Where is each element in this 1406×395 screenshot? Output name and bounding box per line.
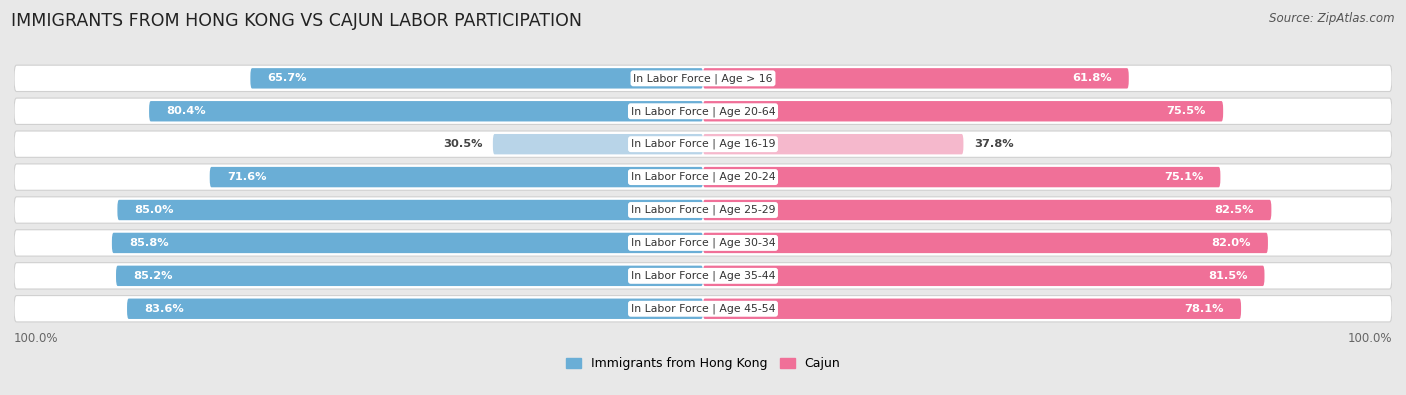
FancyBboxPatch shape (703, 134, 963, 154)
FancyBboxPatch shape (494, 134, 703, 154)
Text: In Labor Force | Age 30-34: In Labor Force | Age 30-34 (631, 238, 775, 248)
Text: 81.5%: 81.5% (1208, 271, 1247, 281)
Text: 75.1%: 75.1% (1164, 172, 1204, 182)
FancyBboxPatch shape (703, 200, 1271, 220)
Text: In Labor Force | Age 25-29: In Labor Force | Age 25-29 (631, 205, 775, 215)
Text: 71.6%: 71.6% (226, 172, 267, 182)
FancyBboxPatch shape (703, 167, 1220, 187)
FancyBboxPatch shape (127, 299, 703, 319)
FancyBboxPatch shape (14, 230, 1392, 256)
Text: 80.4%: 80.4% (166, 106, 205, 116)
FancyBboxPatch shape (117, 265, 703, 286)
FancyBboxPatch shape (14, 263, 1392, 289)
FancyBboxPatch shape (703, 68, 1129, 88)
FancyBboxPatch shape (112, 233, 703, 253)
Text: 37.8%: 37.8% (974, 139, 1014, 149)
Text: In Labor Force | Age > 16: In Labor Force | Age > 16 (633, 73, 773, 84)
Text: 78.1%: 78.1% (1184, 304, 1223, 314)
Text: 85.2%: 85.2% (134, 271, 173, 281)
Text: Source: ZipAtlas.com: Source: ZipAtlas.com (1270, 12, 1395, 25)
Legend: Immigrants from Hong Kong, Cajun: Immigrants from Hong Kong, Cajun (561, 352, 845, 375)
Text: 85.8%: 85.8% (129, 238, 169, 248)
Text: In Labor Force | Age 20-24: In Labor Force | Age 20-24 (631, 172, 775, 182)
FancyBboxPatch shape (250, 68, 703, 88)
Text: In Labor Force | Age 35-44: In Labor Force | Age 35-44 (631, 271, 775, 281)
Text: 75.5%: 75.5% (1167, 106, 1206, 116)
Text: In Labor Force | Age 16-19: In Labor Force | Age 16-19 (631, 139, 775, 149)
FancyBboxPatch shape (703, 265, 1264, 286)
FancyBboxPatch shape (14, 98, 1392, 124)
FancyBboxPatch shape (703, 233, 1268, 253)
FancyBboxPatch shape (117, 200, 703, 220)
Text: IMMIGRANTS FROM HONG KONG VS CAJUN LABOR PARTICIPATION: IMMIGRANTS FROM HONG KONG VS CAJUN LABOR… (11, 12, 582, 30)
Text: 30.5%: 30.5% (443, 139, 482, 149)
Text: 65.7%: 65.7% (267, 73, 307, 83)
Text: 82.0%: 82.0% (1211, 238, 1251, 248)
Text: In Labor Force | Age 20-64: In Labor Force | Age 20-64 (631, 106, 775, 117)
FancyBboxPatch shape (14, 295, 1392, 322)
FancyBboxPatch shape (209, 167, 703, 187)
FancyBboxPatch shape (703, 299, 1241, 319)
FancyBboxPatch shape (149, 101, 703, 121)
FancyBboxPatch shape (703, 101, 1223, 121)
Text: 100.0%: 100.0% (1347, 333, 1392, 346)
Text: 61.8%: 61.8% (1071, 73, 1112, 83)
FancyBboxPatch shape (14, 164, 1392, 190)
Text: 85.0%: 85.0% (135, 205, 174, 215)
Text: In Labor Force | Age 45-54: In Labor Force | Age 45-54 (631, 303, 775, 314)
Text: 100.0%: 100.0% (14, 333, 59, 346)
FancyBboxPatch shape (14, 131, 1392, 157)
FancyBboxPatch shape (14, 65, 1392, 92)
Text: 83.6%: 83.6% (145, 304, 184, 314)
FancyBboxPatch shape (14, 197, 1392, 223)
Text: 82.5%: 82.5% (1215, 205, 1254, 215)
